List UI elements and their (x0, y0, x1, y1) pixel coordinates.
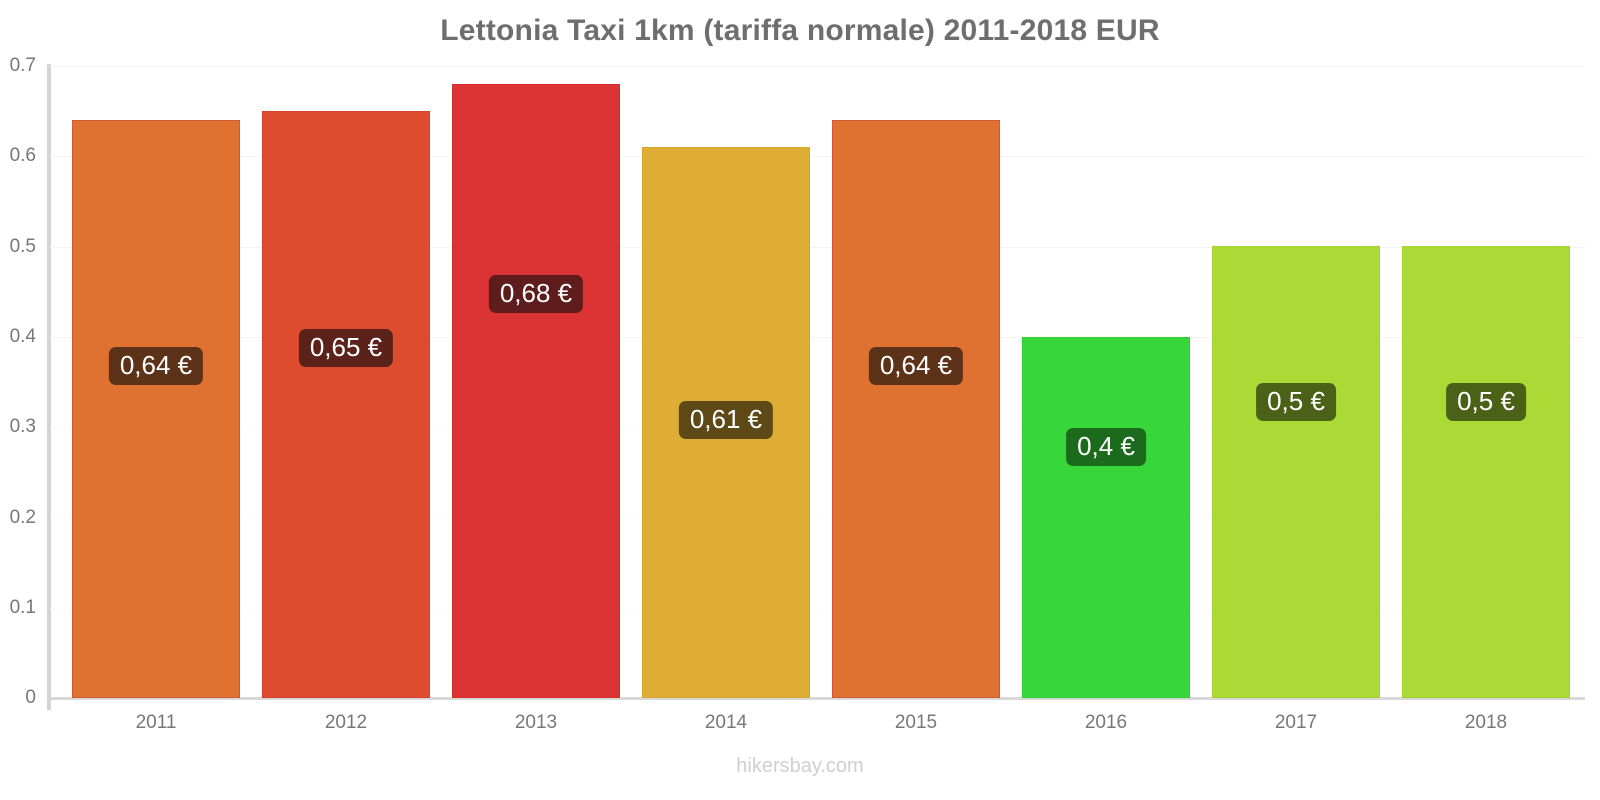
bar-label-2013: 0,68 € (488, 275, 584, 313)
watermark-footer: hikersbay.com (736, 755, 864, 777)
x-tick-2015: 2015 (894, 712, 938, 733)
gridline-0.6 (50, 156, 1585, 157)
bar-2012[interactable]: 0,65 € (262, 111, 430, 698)
bar-2011[interactable]: 0,64 € (72, 120, 240, 698)
bar-slot-2013: 0,68 € (452, 66, 620, 698)
x-tick-2011: 2011 (135, 712, 177, 733)
bar-2015[interactable]: 0,64 € (832, 120, 1000, 698)
bar-2016[interactable]: 0,4 € (1022, 337, 1190, 698)
y-tick-0.2: 0.2 (9, 507, 36, 528)
bar-label-2011: 0,64 € (108, 347, 204, 385)
bar-2013[interactable]: 0,68 € (452, 84, 620, 698)
y-tick-0.6: 0.6 (9, 145, 36, 166)
bar-slot-2014: 0,61 € (642, 66, 810, 698)
x-axis-baseline (50, 697, 1585, 700)
y-tick-0.1: 0.1 (9, 597, 36, 618)
bar-label-2017: 0,5 € (1256, 383, 1336, 421)
y-tick-0.5: 0.5 (9, 236, 36, 257)
x-tick-2017: 2017 (1274, 712, 1318, 733)
bar-label-2014: 0,61 € (678, 401, 774, 439)
bar-label-2016: 0,4 € (1066, 428, 1146, 466)
gridline-0.4 (50, 337, 1585, 338)
bar-slot-2015: 0,64 € (832, 66, 1000, 698)
y-tick-0.7: 0.7 (9, 55, 36, 76)
y-axis-line (47, 64, 51, 710)
y-tick-0.3: 0.3 (9, 416, 36, 437)
gridline-0.3 (50, 427, 1585, 428)
x-tick-2014: 2014 (704, 712, 748, 733)
x-tick-2012: 2012 (324, 712, 368, 733)
plot-area: 0,64 € 0,65 € 0,68 € 0,61 € 0,64 € (50, 66, 1585, 698)
gridline-0.1 (50, 608, 1585, 609)
bar-slot-2012: 0,65 € (262, 66, 430, 698)
x-tick-2013: 2013 (514, 712, 558, 733)
y-tick-0.4: 0.4 (9, 326, 36, 347)
y-axis-tick-labels: 0.7 0.6 0.5 0.4 0.3 0.2 0.1 0 (0, 0, 44, 800)
bar-slot-2018: 0,5 € (1402, 66, 1570, 698)
x-tick-2018: 2018 (1464, 712, 1508, 733)
bar-2018[interactable]: 0,5 € (1402, 246, 1570, 698)
page-title: Lettonia Taxi 1km (tariffa normale) 2011… (440, 14, 1160, 47)
bar-2014[interactable]: 0,61 € (642, 147, 810, 698)
x-tick-2016: 2016 (1084, 712, 1128, 733)
bar-label-2015: 0,64 € (868, 347, 964, 385)
gridline-0.5 (50, 247, 1585, 248)
gridline-0.2 (50, 518, 1585, 519)
bar-slot-2011: 0,64 € (72, 66, 240, 698)
bar-slot-2017: 0,5 € (1212, 66, 1380, 698)
bar-2017[interactable]: 0,5 € (1212, 246, 1380, 698)
bar-label-2012: 0,65 € (298, 329, 394, 367)
gridline-0.7 (50, 66, 1585, 67)
bar-slot-2016: 0,4 € (1022, 66, 1190, 698)
y-tick-0: 0 (25, 687, 36, 708)
bar-label-2018: 0,5 € (1446, 383, 1526, 421)
